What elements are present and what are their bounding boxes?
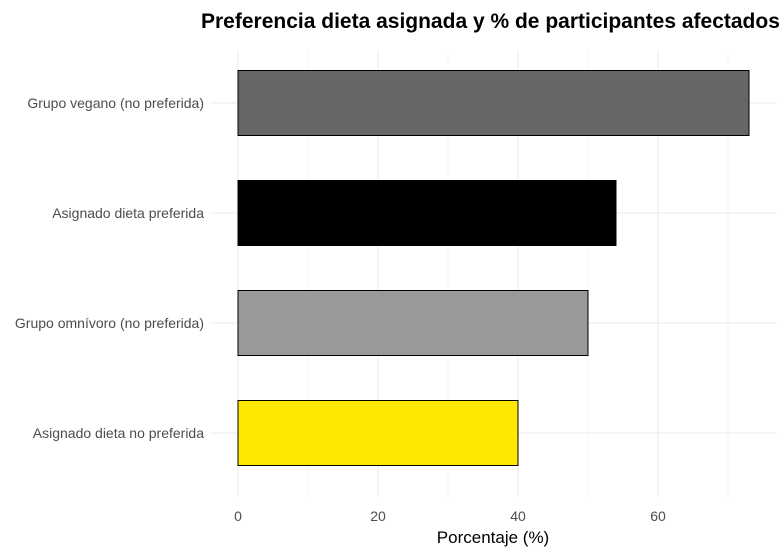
x-tick-label: 0 <box>234 508 242 524</box>
category-label: Asignado dieta preferida <box>52 205 204 221</box>
x-tick-label: 20 <box>370 508 386 524</box>
x-axis-title: Porcentaje (%) <box>437 528 549 547</box>
bar <box>237 180 617 246</box>
bars <box>237 70 750 466</box>
chart-title: Preferencia dieta asignada y % de partic… <box>201 10 780 33</box>
category-label: Asignado dieta no preferida <box>33 425 204 441</box>
bar <box>237 70 750 136</box>
category-label: Grupo omnívoro (no preferida) <box>15 315 204 331</box>
x-tick-label: 60 <box>650 508 666 524</box>
category-label: Grupo vegano (no preferida) <box>27 95 204 111</box>
x-tick-label: 40 <box>510 508 526 524</box>
bar <box>237 400 519 466</box>
category-labels: Grupo vegano (no preferida) Asignado diet… <box>15 95 204 441</box>
bar <box>237 290 589 356</box>
x-tick-labels: 0 20 40 60 <box>234 508 666 524</box>
